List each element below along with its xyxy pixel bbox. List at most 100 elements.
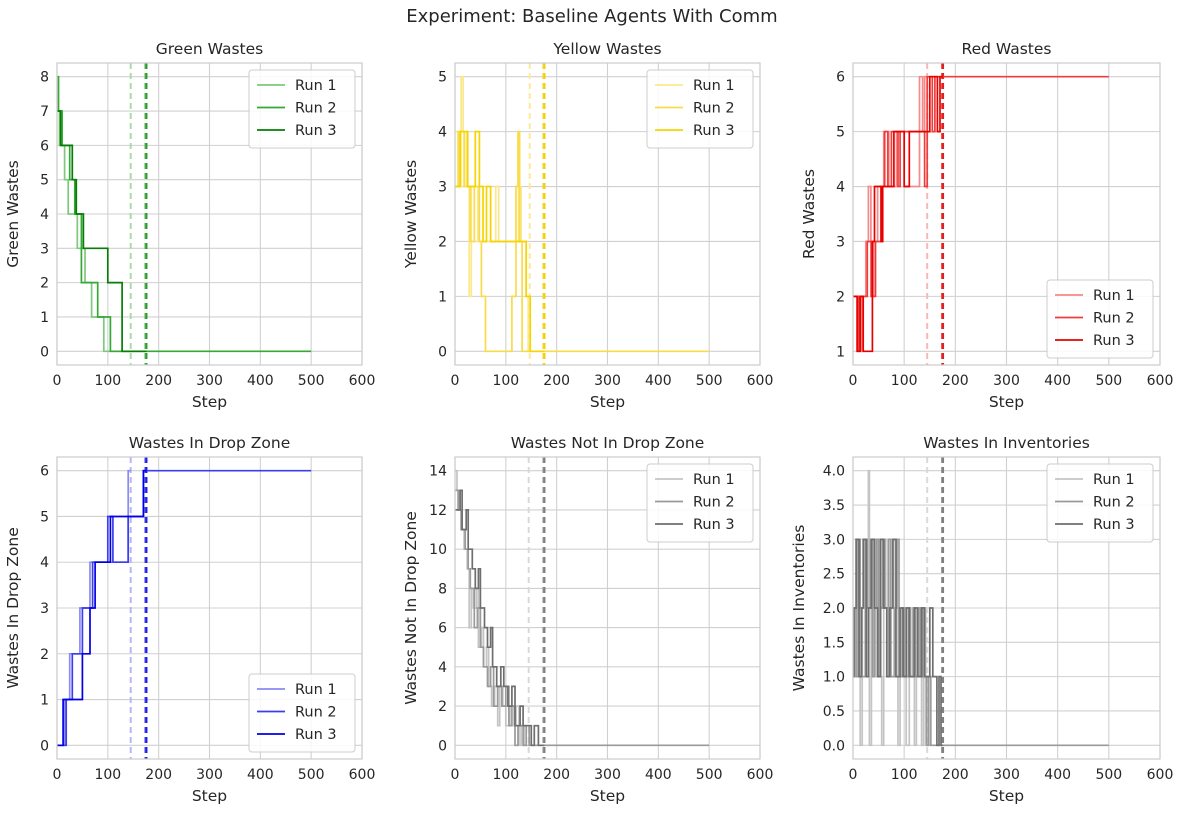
y-tick-label: 0 — [438, 344, 447, 360]
panel-1: 0 100 200 300 400 500 600 0 1 2 3 4 5 6 7 8 Green Wastes… — [4, 40, 375, 411]
y-tick-label: 0 — [40, 344, 49, 360]
x-axis-label: Step — [192, 393, 227, 411]
panel-title: Yellow Wastes — [552, 40, 661, 58]
y-tick-label: 2 — [438, 699, 447, 715]
legend-box — [646, 463, 754, 543]
legend-label: Run 1 — [1093, 472, 1135, 488]
legend-label: Run 1 — [1093, 288, 1135, 304]
y-axis-label: Yellow Wastes — [402, 160, 420, 269]
x-tick-label: 200 — [145, 767, 172, 783]
y-tick-label: 1 — [40, 310, 49, 326]
y-tick-label: 3.0 — [823, 532, 845, 548]
y-tick-label: 4 — [438, 125, 447, 141]
x-tick-label: 500 — [1095, 767, 1122, 783]
panel-4: 0 100 200 300 400 500 600 0 1 2 3 4 5 6 Wastes In Drop… — [4, 434, 375, 805]
y-tick-label: 4.0 — [823, 464, 845, 480]
x-axis-label: Step — [590, 787, 625, 805]
y-tick-label: 14 — [429, 464, 447, 480]
legend: Run 1 Run 2 Run 3 — [248, 673, 356, 753]
y-tick-label: 5 — [836, 125, 845, 141]
series-line-3 — [455, 489, 545, 747]
y-axis-label: Wastes In Inventories — [790, 525, 808, 692]
plot-frame — [56, 62, 363, 366]
x-tick-label: 600 — [1147, 373, 1174, 389]
series-line-3 — [57, 469, 147, 747]
x-tick-label: 100 — [492, 767, 519, 783]
y-tick-label: 6 — [836, 70, 845, 86]
y-tick-label: 3 — [438, 180, 447, 196]
panel-title: Wastes Not In Drop Zone — [511, 434, 705, 452]
y-axis-label: Wastes Not In Drop Zone — [402, 511, 420, 705]
legend-label: Run 2 — [1093, 311, 1135, 327]
x-tick-label: 500 — [696, 767, 723, 783]
y-tick-label: 1.5 — [823, 635, 845, 651]
panel-5: 0 100 200 300 400 500 600 0 2 4 6 8 10 12 14 Wastes Not… — [402, 434, 773, 805]
legend: Run 1 Run 2 Run 3 — [646, 69, 754, 149]
x-tick-label: 600 — [349, 373, 376, 389]
plot-frame — [454, 62, 761, 366]
x-tick-label: 200 — [942, 767, 969, 783]
y-axis-label: Wastes In Drop Zone — [4, 527, 22, 689]
y-axis-label: Green Wastes — [4, 160, 22, 267]
series-line-1 — [853, 75, 928, 353]
x-tick-label: 100 — [492, 373, 519, 389]
legend-label: Run 2 — [693, 495, 735, 511]
legend: Run 1 Run 2 Run 3 — [646, 463, 754, 543]
x-tick-label: 0 — [451, 373, 460, 389]
x-axis-label: Step — [989, 787, 1024, 805]
x-tick-label: 0 — [53, 767, 62, 783]
figure-title: Experiment: Baseline Agents With Comm — [406, 6, 778, 27]
panel-title: Green Wastes — [156, 40, 263, 58]
y-tick-label: 3 — [836, 234, 845, 250]
legend-label: Run 2 — [295, 101, 337, 117]
legend-label: Run 2 — [1093, 495, 1135, 511]
x-tick-label: 400 — [645, 373, 672, 389]
legend-label: Run 3 — [295, 123, 337, 139]
x-tick-label: 0 — [849, 373, 858, 389]
series-line-2 — [455, 130, 710, 353]
x-tick-label: 200 — [543, 373, 570, 389]
legend-label: Run 1 — [693, 472, 735, 488]
x-tick-label: 600 — [1147, 767, 1174, 783]
y-axis-label: Red Wastes — [800, 169, 818, 259]
x-tick-label: 300 — [993, 767, 1020, 783]
series-line-2 — [853, 75, 1109, 353]
y-tick-label: 1 — [40, 693, 49, 709]
x-tick-label: 300 — [993, 373, 1020, 389]
legend-label: Run 1 — [295, 78, 337, 94]
x-tick-label: 600 — [747, 373, 774, 389]
x-tick-label: 400 — [247, 373, 274, 389]
y-tick-label: 4 — [836, 180, 845, 196]
x-tick-label: 400 — [247, 767, 274, 783]
x-tick-label: 300 — [196, 767, 223, 783]
x-tick-label: 600 — [747, 767, 774, 783]
x-tick-label: 100 — [891, 373, 918, 389]
x-tick-label: 500 — [298, 767, 325, 783]
panel-title: Wastes In Drop Zone — [129, 434, 291, 452]
x-tick-label: 300 — [594, 373, 621, 389]
y-tick-label: 0.0 — [823, 738, 845, 754]
series-line-1 — [57, 110, 131, 353]
x-tick-label: 100 — [94, 767, 121, 783]
y-tick-label: 3 — [40, 601, 49, 617]
y-tick-label: 1 — [438, 289, 447, 305]
x-tick-label: 0 — [451, 767, 460, 783]
legend: Run 1 Run 2 Run 3 — [1046, 463, 1154, 543]
panel-2: 0 100 200 300 400 500 600 0 1 2 3 4 5 Yellow Wastes St… — [402, 40, 773, 411]
plot-frame — [852, 62, 1161, 366]
panel-title: Wastes In Inventories — [923, 434, 1090, 452]
y-tick-label: 4 — [40, 207, 49, 223]
series-line-1 — [455, 75, 530, 353]
x-tick-label: 400 — [1044, 373, 1071, 389]
y-tick-label: 2 — [40, 647, 49, 663]
legend-label: Run 3 — [693, 123, 735, 139]
x-tick-label: 200 — [543, 767, 570, 783]
y-tick-label: 6 — [40, 464, 49, 480]
x-tick-label: 300 — [594, 767, 621, 783]
legend-box — [248, 673, 356, 753]
legend-box — [646, 69, 754, 149]
y-tick-label: 1.0 — [823, 670, 845, 686]
series-line-3 — [455, 130, 545, 353]
x-tick-label: 0 — [53, 373, 62, 389]
